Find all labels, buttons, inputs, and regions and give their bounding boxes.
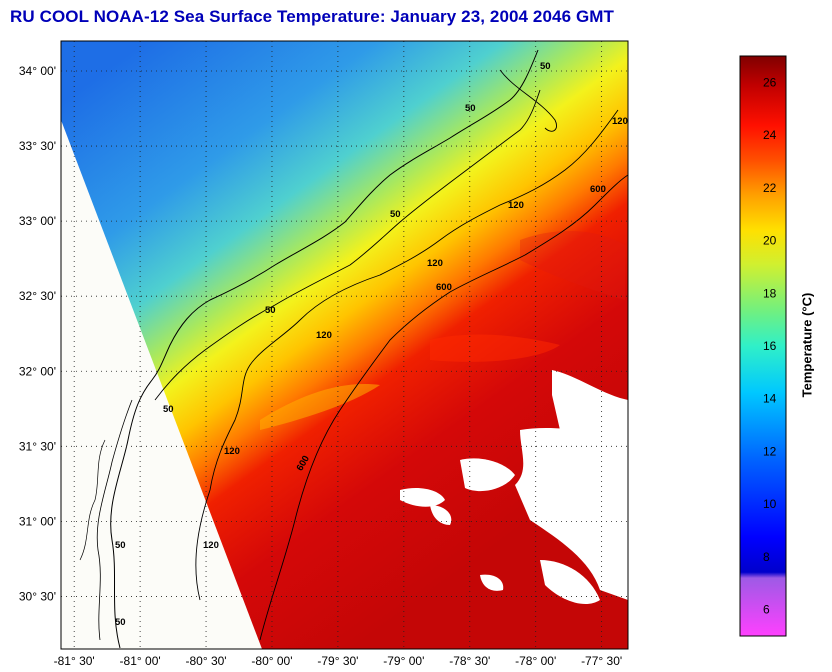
cloud-mask <box>480 574 504 591</box>
cloud-mask <box>460 458 515 492</box>
warm-filament <box>430 334 560 362</box>
colorbar-title: Temperature (°C) <box>799 292 815 398</box>
cloud-mask <box>515 428 628 600</box>
isobath-50 <box>154 89 541 401</box>
colorbar <box>739 55 787 637</box>
isobath-600 <box>259 174 628 641</box>
lon-tick-label: -78° 00' <box>515 654 556 668</box>
colorbar-tick-label: 8 <box>763 550 770 564</box>
lon-tick-label: -77° 30' <box>581 654 622 668</box>
lat-tick-label: 30° 30' <box>19 589 56 603</box>
lat-tick-label: 31° 30' <box>19 439 56 453</box>
lon-tick-label: -78° 30' <box>449 654 490 668</box>
colorbar-tick-label: 6 <box>763 603 770 617</box>
lon-tick-label: -80° 00' <box>251 654 292 668</box>
contour-label-50: 50 <box>115 617 126 628</box>
lat-tick-label: 34° 00' <box>19 64 56 78</box>
contour-label-120: 120 <box>427 258 443 269</box>
lat-tick-label: 33° 00' <box>19 214 56 228</box>
inland-waterway <box>96 399 133 641</box>
map-title: RU COOL NOAA-12 Sea Surface Temperature:… <box>10 7 615 26</box>
colorbar-ticks: 6 8 10 12 14 16 18 20 22 24 26 <box>763 75 777 616</box>
cloud-mask <box>430 505 452 525</box>
isobath-120 <box>195 109 619 601</box>
contour-label-120: 120 <box>316 330 332 341</box>
colorbar-tick-label: 18 <box>763 286 777 300</box>
lon-tick-label: -80° 30' <box>185 654 226 668</box>
lon-tick-label: -79° 30' <box>317 654 358 668</box>
cloud-mask <box>540 560 600 605</box>
contour-label-120: 120 <box>508 200 524 211</box>
colorbar-tick-label: 16 <box>763 339 777 353</box>
map-frame <box>60 40 629 650</box>
lat-tick-label: 33° 30' <box>19 139 56 153</box>
warm-eddy <box>520 230 625 300</box>
colorbar-tick-label: 20 <box>763 234 777 248</box>
lat-tick-label: 32° 00' <box>19 364 56 378</box>
inland-waterway <box>79 439 106 561</box>
colorbar-tick-label: 10 <box>763 497 777 511</box>
colorbar-tick-label: 12 <box>763 444 777 458</box>
lon-tick-label: -81° 30' <box>54 654 95 668</box>
contour-label-50: 50 <box>265 305 276 316</box>
contour-label-50: 50 <box>163 404 174 415</box>
contour-label-50: 50 <box>465 103 476 114</box>
contour-label-120: 120 <box>224 446 240 457</box>
colorbar-tick-label: 22 <box>763 181 777 195</box>
contour-label-120: 120 <box>612 116 628 127</box>
colorbar-tick-label: 26 <box>763 75 777 89</box>
contour-label-120: 120 <box>203 540 219 551</box>
lat-tick-label: 32° 30' <box>19 289 56 303</box>
contour-label-50: 50 <box>115 540 126 551</box>
lon-tick-label: -79° 00' <box>383 654 424 668</box>
lon-tick-label: -81° 00' <box>120 654 161 668</box>
contour-label-50: 50 <box>540 61 551 72</box>
cape-outline <box>499 69 557 132</box>
contour-label-50: 50 <box>390 209 401 220</box>
latitude-ticks: 34° 00' 33° 30' 33° 00' 32° 30' 32° 00' … <box>19 64 56 603</box>
longitude-ticks: -81° 30' -81° 00' -80° 30' -80° 00' -79°… <box>54 654 623 668</box>
coastline <box>110 49 539 649</box>
colorbar-tick-label: 24 <box>763 128 777 142</box>
contour-label-600: 600 <box>590 184 606 195</box>
lat-tick-label: 31° 00' <box>19 514 56 528</box>
cloud-mask <box>400 488 445 507</box>
contour-label-600: 600 <box>436 282 452 293</box>
colorbar-tick-label: 14 <box>763 392 777 406</box>
